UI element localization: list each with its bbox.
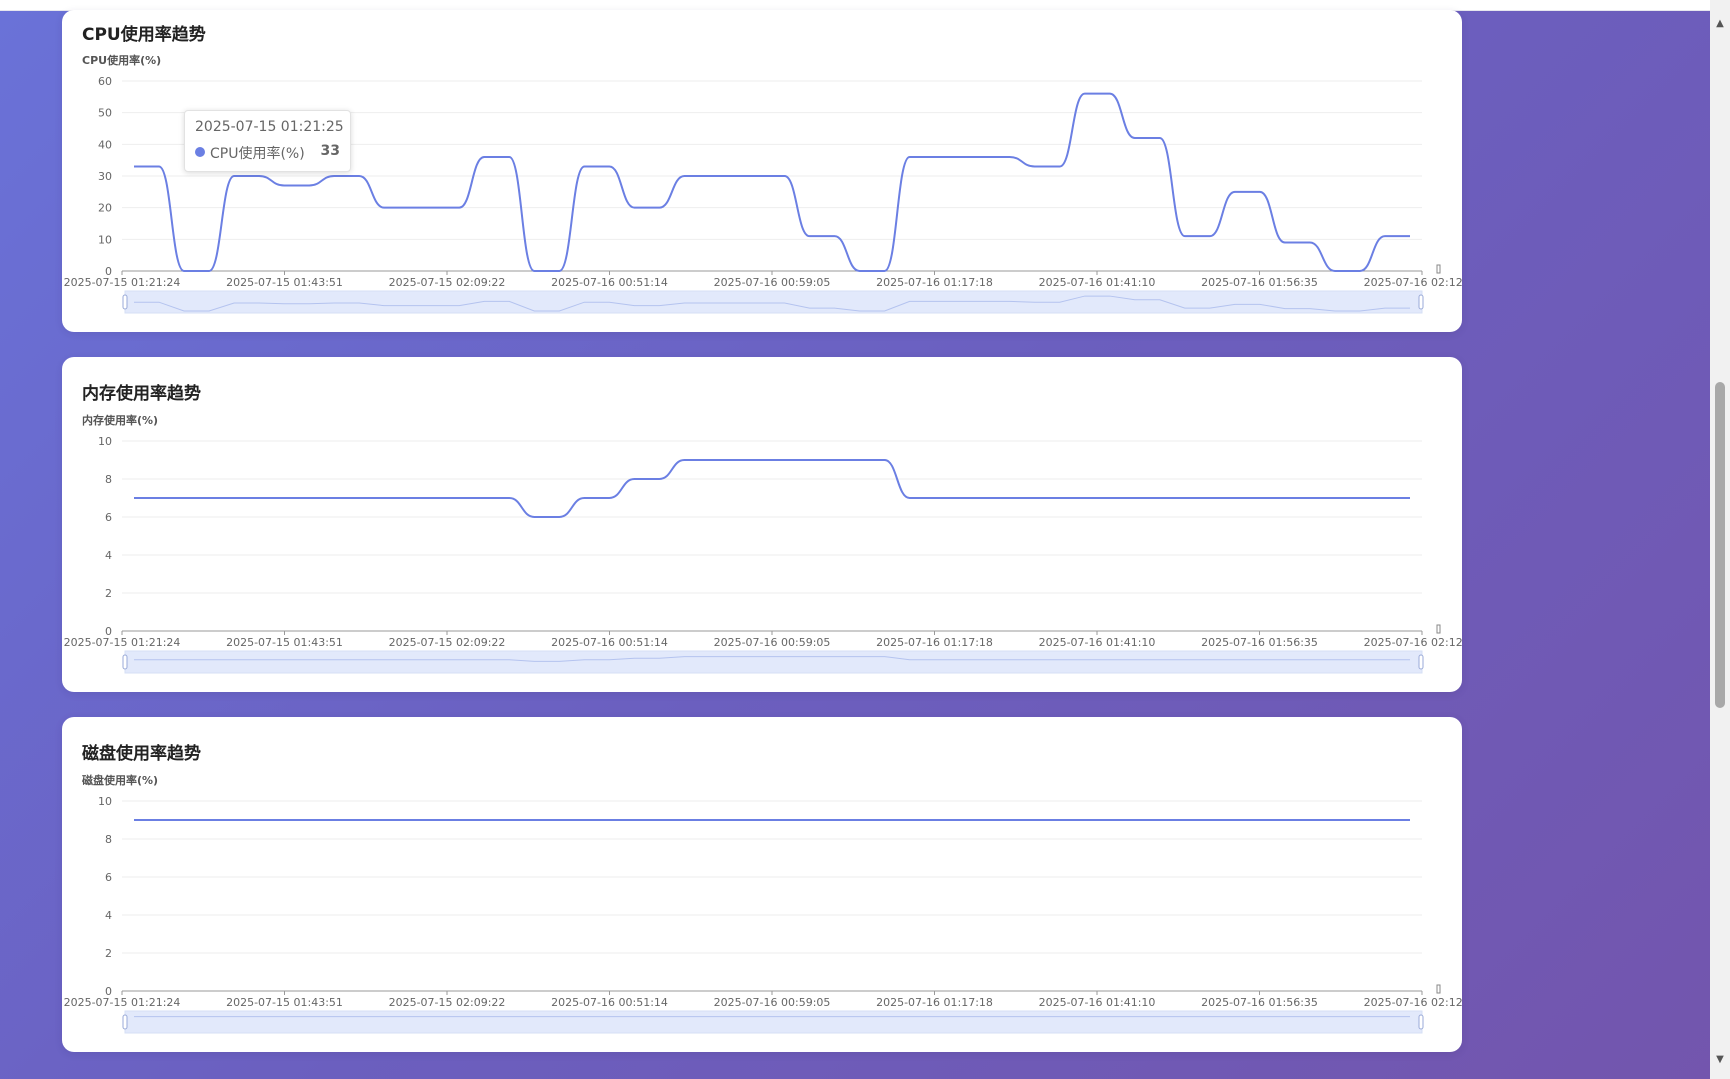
tooltip-time: 2025-07-15 01:21:25 <box>195 119 344 135</box>
y-tick-label: 10 <box>98 795 112 808</box>
x-tick-label: 2025-07-16 00:59:05 <box>714 636 831 649</box>
slider-mini-line <box>134 656 1410 662</box>
x-tick-label: 2025-07-16 01:17:18 <box>876 996 993 1009</box>
slider-handle-left <box>122 294 128 310</box>
cpu-chart-card: CPU使用率趋势 CPU使用率(%) 0 10 20 30 40 50 60 2025-07-1… <box>62 10 1462 332</box>
slider-handle-left <box>122 654 128 670</box>
x-tick-label: 2025-07-15 01:21:24 <box>64 276 181 289</box>
disk-line-chart[interactable]: 磁盘使用率(%) 0 2 4 6 8 10 2025-07-15 01:21:24 2025-0… <box>62 717 1462 1052</box>
x-tick-label: 2025-07-15 01:21:24 <box>64 996 181 1009</box>
y-axis-label: 内存使用率(%) <box>82 413 158 427</box>
y-tick-label: 60 <box>98 75 112 88</box>
x-tick-label: 2025-07-15 02:09:22 <box>389 996 506 1009</box>
y-tick-label: 10 <box>98 435 112 448</box>
y-axis-label: 磁盘使用率(%) <box>82 773 158 787</box>
x-tick-label: 2025-07-16 00:59:05 <box>714 276 831 289</box>
x-tick-label: 2025-07-15 01:43:51 <box>226 996 343 1009</box>
y-tick-label: 4 <box>105 549 112 562</box>
zoom-toggle-icon <box>1436 264 1441 274</box>
slider-handle-right <box>1418 654 1424 670</box>
x-tick-label: 2025-07-16 00:51:14 <box>551 996 668 1009</box>
scroll-up-icon[interactable]: ▲ <box>1716 18 1724 29</box>
data-zoom-slider <box>124 290 1423 314</box>
y-tick-label: 0 <box>105 625 112 638</box>
x-tick-label: 2025-07-16 00:59:05 <box>714 996 831 1009</box>
y-tick-label: 40 <box>98 138 112 151</box>
series-dot-icon <box>195 147 205 157</box>
chart-title: 磁盘使用率趋势 <box>82 744 201 764</box>
x-tick-label: 2025-07-15 01:43:51 <box>226 276 343 289</box>
x-tick-label: 2025-07-16 01:56:35 <box>1201 276 1318 289</box>
series-line <box>133 459 1410 518</box>
tooltip-value: 33 <box>320 143 340 159</box>
x-tick-label: 2025-07-15 02:09:22 <box>389 636 506 649</box>
x-tick-label: 2025-07-15 02:09:22 <box>389 276 506 289</box>
chart-title: 内存使用率趋势 <box>82 384 201 404</box>
slider-handle-right <box>1418 294 1424 310</box>
zoom-toggle-icon <box>1436 624 1441 634</box>
x-tick-label: 2025-07-16 01:41:10 <box>1039 276 1156 289</box>
y-tick-label: 10 <box>98 233 112 246</box>
x-tick-label: 2025-07-16 00:51:14 <box>551 636 668 649</box>
zoom-toggle-icon <box>1436 984 1441 994</box>
x-tick-label: 2025-07-16 01:17:18 <box>876 636 993 649</box>
y-tick-label: 2 <box>105 587 112 600</box>
slider-mini-line <box>134 295 1410 312</box>
y-tick-label: 30 <box>98 170 112 183</box>
y-tick-label: 2 <box>105 947 112 960</box>
slider-handle-left <box>122 1014 128 1030</box>
y-tick-label: 50 <box>98 107 112 120</box>
x-tick-label: 2025-07-16 01:56:35 <box>1201 996 1318 1009</box>
y-tick-label: 8 <box>105 473 112 486</box>
y-tick-label: 0 <box>105 265 112 278</box>
x-tick-label: 2025-07-16 01:41:10 <box>1039 996 1156 1009</box>
x-tick-label: 2025-07-16 01:41:10 <box>1039 636 1156 649</box>
slider-handle-right <box>1418 1014 1424 1030</box>
y-tick-label: 8 <box>105 833 112 846</box>
x-tick-label: 2025-07-15 01:21:24 <box>64 636 181 649</box>
y-tick-label: 20 <box>98 202 112 215</box>
data-zoom-slider <box>124 1010 1423 1034</box>
chart-tooltip: 2025-07-15 01:21:25 CPU使用率(%) 33 <box>184 110 351 172</box>
x-tick-label: 2025-07-16 02:12:36 <box>1364 996 1462 1009</box>
y-axis-label: CPU使用率(%) <box>82 53 161 67</box>
vertical-scrollbar[interactable]: ▲ ▼ <box>1710 0 1730 1079</box>
tooltip-series-name: CPU使用率(%) <box>210 146 305 162</box>
scroll-thumb[interactable] <box>1715 382 1725 708</box>
x-tick-label: 2025-07-16 02:12:36 <box>1364 276 1462 289</box>
x-tick-label: 2025-07-15 01:43:51 <box>226 636 343 649</box>
scroll-down-icon[interactable]: ▼ <box>1716 1054 1724 1065</box>
x-tick-label: 2025-07-16 01:17:18 <box>876 276 993 289</box>
disk-chart-card: 磁盘使用率趋势 磁盘使用率(%) 0 2 4 6 8 10 2025-07-15 01:21:… <box>62 717 1462 1052</box>
data-zoom-slider <box>124 650 1423 674</box>
series-line <box>134 92 1410 272</box>
y-tick-label: 6 <box>105 511 112 524</box>
x-tick-label: 2025-07-16 00:51:14 <box>551 276 668 289</box>
x-tick-label: 2025-07-16 02:12:36 <box>1364 636 1462 649</box>
memory-line-chart[interactable]: 内存使用率(%) 0 2 4 6 8 10 2025-07-15 01:21:24 2025-0… <box>62 357 1462 692</box>
chart-title: CPU使用率趋势 <box>82 25 206 45</box>
y-tick-label: 4 <box>105 909 112 922</box>
memory-chart-card: 内存使用率趋势 内存使用率(%) 0 2 4 6 8 10 2025-07-15 01:21:… <box>62 357 1462 692</box>
x-tick-label: 2025-07-16 01:56:35 <box>1201 636 1318 649</box>
y-tick-label: 0 <box>105 985 112 998</box>
y-tick-label: 6 <box>105 871 112 884</box>
